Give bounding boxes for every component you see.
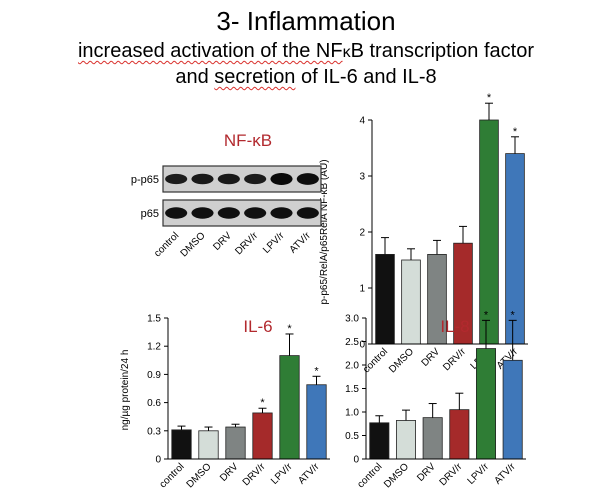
y-tick-label: 4: [359, 116, 365, 127]
blot-membrane-p-p65: [162, 165, 322, 193]
x-tick-label: DRV/r: [441, 346, 468, 373]
y-axis-label: p-p65/RelA/p65RelA NF-κB (AU): [319, 159, 330, 304]
y-tick-label: 1.0: [345, 408, 359, 419]
subtitle-line2-c: of IL-6 and IL-8: [301, 66, 437, 88]
x-tick-label: LPV/r: [269, 461, 295, 487]
x-tick-label: ATV/r: [296, 461, 322, 487]
x-tick-label: DRV: [415, 461, 438, 484]
x-tick-label: DRV: [420, 346, 443, 369]
y-tick-label: 2: [359, 228, 365, 239]
significance-star: *: [511, 309, 516, 321]
y-tick-label: 3: [359, 172, 365, 183]
y-tick-label: 0.6: [147, 398, 161, 409]
blot-band: [244, 207, 267, 219]
bar-lpv-r: [475, 348, 496, 460]
blot-band: [270, 207, 293, 219]
bar-atv-r: [306, 384, 327, 460]
y-tick-label: 0.5: [345, 431, 359, 442]
slide-subtitle-line-1: increased activation of the NFκB transcr…: [0, 40, 612, 63]
x-tick-label: DMSO: [185, 461, 214, 490]
y-tick-label: 1.5: [147, 314, 161, 325]
blot-lane-label: DMSO: [179, 230, 208, 259]
subtitle-kappa: κ: [342, 44, 351, 61]
y-tick-label: 2.5: [345, 337, 359, 348]
panel-title: IL-6: [243, 317, 272, 336]
blot-lane-label: DRV: [211, 230, 234, 253]
bar-atv-r: [505, 153, 525, 345]
y-tick-label: 0: [155, 455, 161, 466]
bar-dmso: [395, 420, 416, 460]
bar-dmso: [198, 430, 219, 460]
x-tick-label: control: [355, 461, 384, 490]
bar-control: [171, 429, 192, 460]
slide-title: 3- Inflammation: [216, 6, 396, 36]
bar-lpv-r: [279, 355, 300, 460]
y-tick-label: 2.0: [345, 361, 359, 372]
x-tick-label: DMSO: [382, 461, 411, 490]
bar-drv: [225, 426, 246, 460]
panel-title: IL-8: [440, 317, 469, 336]
y-tick-label: 1.5: [345, 384, 359, 395]
blot-band: [296, 207, 319, 219]
blot-band: [217, 207, 240, 219]
bar-control: [375, 253, 395, 345]
slide-subtitle-line-2: and secretion of IL-6 and IL-8: [0, 66, 612, 89]
blot-band: [165, 207, 188, 219]
x-tick-label: control: [361, 346, 390, 375]
bar-drv: [422, 417, 443, 460]
significance-star: *: [484, 309, 489, 321]
x-tick-label: DRV/r: [241, 461, 268, 488]
significance-star: *: [487, 92, 492, 104]
significance-star: *: [314, 365, 319, 377]
y-tick-label: 0.9: [147, 370, 161, 381]
y-tick-label: 0: [359, 340, 365, 351]
x-tick-label: DMSO: [387, 346, 416, 375]
x-tick-label: DRV/r: [438, 461, 465, 488]
significance-star: *: [513, 126, 518, 138]
blot-band: [270, 173, 293, 185]
y-tick-label: 1.2: [147, 342, 161, 353]
bar-drv-r: [252, 412, 273, 460]
blot-band: [296, 173, 319, 185]
subtitle-text-b: B transcription factor: [350, 40, 534, 62]
blot-band: [217, 173, 240, 185]
blot-title: NF-κB: [224, 131, 272, 150]
x-tick-label: DRV: [218, 461, 241, 484]
bar-control: [369, 422, 390, 460]
y-tick-label: 1: [359, 284, 365, 295]
subtitle-line2-b: secretion: [214, 66, 296, 88]
blot-membrane-p65: [162, 199, 322, 227]
blot-row-label: p65: [141, 208, 159, 220]
y-tick-label: 3.0: [345, 314, 359, 325]
y-axis-label: ng/µg protein/24 h: [120, 350, 131, 431]
x-tick-label: ATV/r: [492, 461, 518, 487]
y-tick-label: 0: [353, 455, 359, 466]
blot-lane-label: ATV/r: [288, 230, 314, 256]
bar-atv-r: [502, 359, 523, 460]
bar-lpv-r: [479, 119, 499, 345]
chart-nfkb: 01234controlDMSODRVDRV/r*LPV/r*ATV/rp-p6…: [319, 92, 528, 375]
y-tick-label: 0.3: [147, 426, 161, 437]
bar-drv-r: [449, 409, 470, 460]
blot-band: [191, 207, 214, 219]
blot-band: [165, 173, 188, 185]
subtitle-line2-a: and: [175, 66, 209, 88]
blot-row-label: p-p65: [131, 174, 159, 186]
bar-dmso: [401, 259, 421, 345]
x-tick-label: control: [158, 461, 187, 490]
blot-lane-label: LPV/r: [261, 230, 287, 256]
significance-star: *: [287, 323, 292, 335]
x-tick-label: LPV/r: [466, 461, 492, 487]
subtitle-text-a: increased activation of the NF: [77, 40, 343, 62]
blot-lane-label: control: [152, 230, 181, 259]
blot-band: [191, 173, 214, 185]
blot-lane-label: DRV/r: [233, 230, 260, 257]
blot-band: [244, 173, 267, 185]
significance-star: *: [260, 397, 265, 409]
